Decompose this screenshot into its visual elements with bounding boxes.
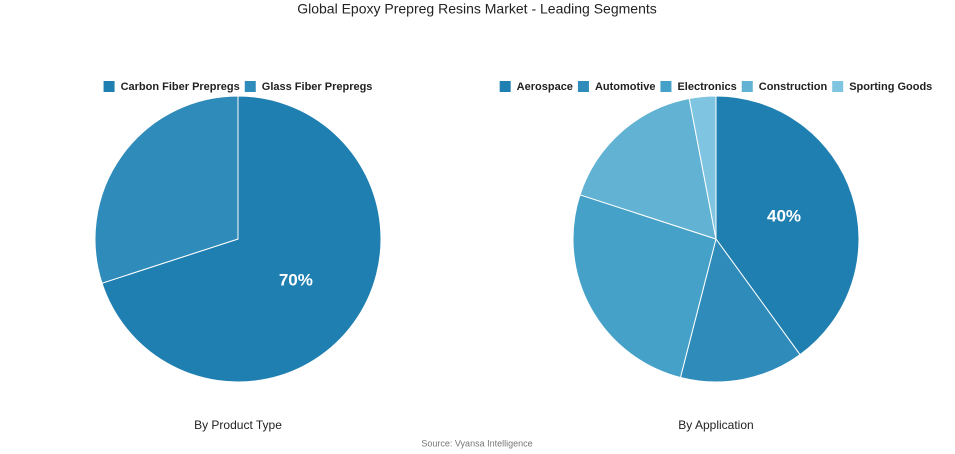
pie-slice (94, 95, 239, 284)
legend-swatch (103, 81, 115, 92)
legend-label: Construction (759, 81, 828, 93)
legend-swatch (660, 81, 672, 92)
legend-label: Glass Fiber Prepregs (262, 81, 373, 93)
chart-subtitle: By Application (678, 418, 753, 432)
chart-subtitle: By Product Type (194, 418, 282, 432)
pie-slice (101, 95, 382, 383)
data-label: 70% (279, 271, 313, 290)
page-title: Global Epoxy Prepreg Resins Market - Lea… (297, 1, 657, 17)
pie-slice (715, 95, 860, 356)
legend-swatch (499, 81, 511, 92)
legend-swatch (741, 81, 753, 92)
pie-slice (688, 95, 717, 240)
pie-slice (679, 237, 801, 383)
data-label: 40% (767, 206, 801, 225)
legend-swatch (832, 81, 844, 92)
legend-label: Electronics (677, 81, 736, 93)
legend-label: Carbon Fiber Prepregs (121, 81, 240, 93)
source: Source: Vyansa Intelligence (421, 438, 532, 448)
pie-slice (579, 97, 717, 240)
legend-label: Sporting Goods (849, 81, 932, 93)
legend-swatch (577, 81, 589, 92)
legend-label: Aerospace (517, 81, 573, 93)
legend-label: Automotive (595, 81, 656, 93)
legend-swatch (244, 81, 256, 92)
pie-slice (572, 194, 717, 379)
